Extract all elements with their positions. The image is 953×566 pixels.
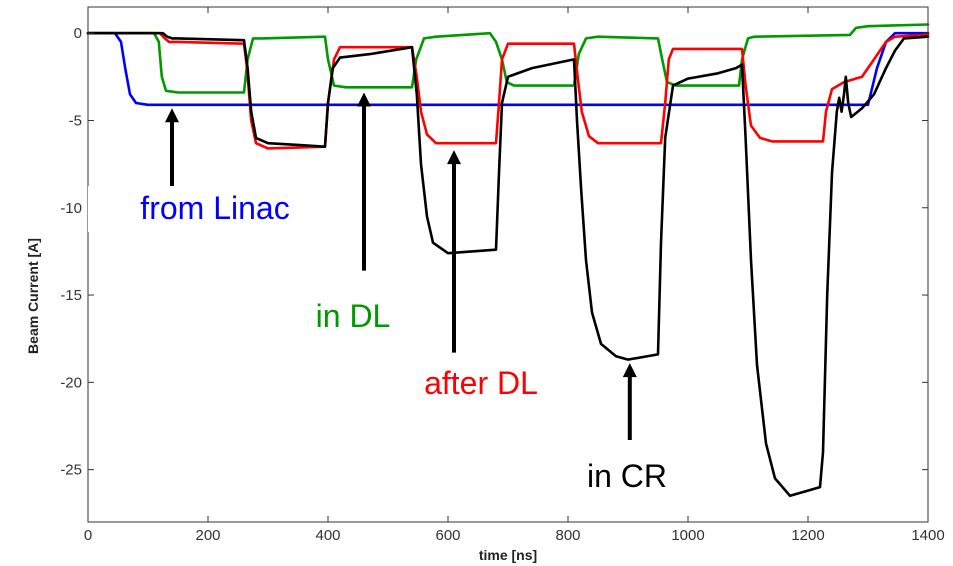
y-tick-label: 0	[74, 25, 82, 42]
x-tick-label: 1200	[791, 527, 824, 544]
x-axis-label: time [ns]	[479, 547, 537, 563]
annotation-label: from Linac	[140, 190, 289, 226]
x-tick-label: 1400	[911, 527, 944, 544]
y-tick-label: -10	[60, 200, 82, 217]
x-tick-label: 200	[195, 527, 220, 544]
x-tick-label: 0	[84, 527, 92, 544]
annotation-label: after DL	[424, 365, 538, 401]
arrow-head	[357, 92, 371, 107]
annotation-arrow	[447, 150, 461, 353]
annotation-layer: from Linac in DL after DL in CR	[88, 92, 667, 494]
label-background	[88, 186, 336, 232]
series-layer	[86, 23, 930, 498]
x-tick-label: 400	[315, 527, 340, 544]
arrow-head	[165, 108, 179, 123]
y-tick-label: -25	[60, 462, 82, 479]
arrow-head	[447, 150, 461, 165]
y-tick-label: -15	[60, 287, 82, 304]
annotation-label: in CR	[587, 458, 667, 494]
axes-layer: 0 200 400 600 800 1000 1200 1400 0 -5 -10 -15 -20 -25	[60, 6, 945, 544]
y-tick-label: -20	[60, 374, 82, 391]
annotation-arrow	[622, 363, 637, 440]
annotation-label: in DL	[316, 298, 391, 334]
plot-background	[88, 7, 928, 522]
x-tick-label: 1000	[671, 527, 704, 544]
y-tick-label: -5	[69, 112, 82, 129]
y-axis-label: Beam Current [A]	[25, 238, 41, 354]
plot-area	[88, 7, 928, 522]
x-tick-label: 800	[555, 527, 580, 544]
annotation-arrow	[357, 92, 371, 271]
arrow-head	[622, 363, 637, 378]
series-line-in-cr	[86, 31, 930, 498]
x-tick-label: 600	[435, 527, 460, 544]
plot-frame	[87, 6, 929, 523]
